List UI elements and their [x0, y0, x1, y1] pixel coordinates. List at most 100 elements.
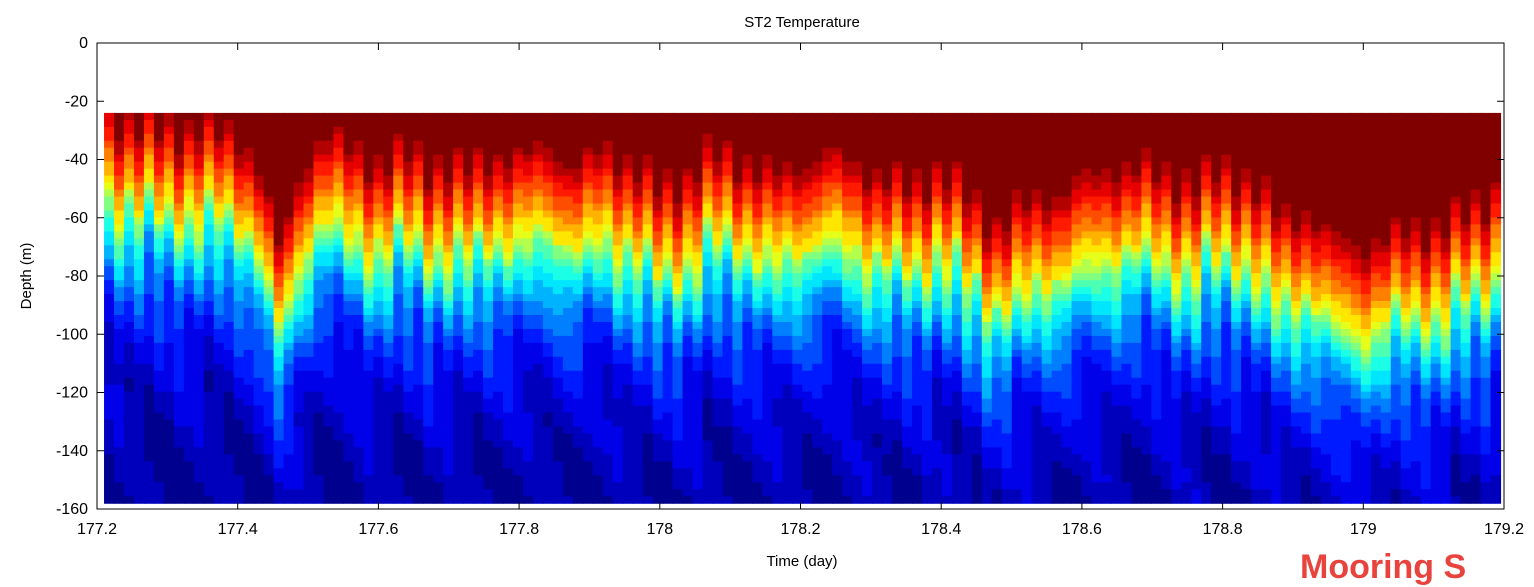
- heatmap-cell: [882, 119, 893, 128]
- heatmap-cell: [473, 342, 484, 351]
- heatmap-cell: [702, 266, 714, 274]
- heatmap-cell: [273, 363, 285, 372]
- heatmap-cell: [293, 147, 305, 156]
- heatmap-cell: [742, 419, 753, 428]
- heatmap-cell: [403, 370, 414, 379]
- heatmap-cell: [243, 308, 255, 316]
- heatmap-cell: [672, 294, 684, 302]
- heatmap-cell: [353, 468, 364, 476]
- heatmap-cell: [812, 468, 823, 476]
- heatmap-cell: [941, 412, 953, 421]
- heatmap-cell: [243, 140, 255, 149]
- heatmap-cell: [742, 447, 753, 455]
- heatmap-cell: [722, 133, 734, 142]
- heatmap-cell: [792, 112, 803, 121]
- heatmap-cell: [243, 126, 255, 135]
- heatmap-cell: [832, 363, 843, 372]
- heatmap-cell: [842, 280, 853, 288]
- heatmap-cell: [453, 482, 464, 490]
- heatmap-cell: [562, 161, 574, 170]
- heatmap-cell: [692, 384, 704, 393]
- heatmap-cell: [712, 489, 724, 497]
- heatmap-cell: [173, 231, 185, 239]
- heatmap-cell: [832, 238, 843, 246]
- heatmap-cell: [233, 154, 245, 163]
- heatmap-cell: [213, 363, 225, 372]
- heatmap-cell: [133, 119, 145, 128]
- heatmap-cell: [463, 210, 474, 219]
- heatmap-cell: [243, 461, 255, 469]
- heatmap-cell: [123, 154, 135, 163]
- heatmap-cell: [682, 356, 694, 365]
- heatmap-cell: [503, 119, 514, 128]
- heatmap-cell: [552, 391, 564, 400]
- heatmap-cell: [233, 489, 245, 497]
- heatmap-cell: [902, 231, 913, 239]
- heatmap-cell: [971, 203, 983, 212]
- heatmap-cell: [951, 377, 963, 386]
- heatmap-cell: [702, 412, 714, 421]
- heatmap-cell: [293, 280, 305, 288]
- heatmap-cell: [812, 363, 823, 372]
- heatmap-cell: [503, 342, 514, 351]
- heatmap-cell: [253, 196, 265, 205]
- heatmap-cell: [433, 440, 444, 449]
- heatmap-cell: [473, 126, 484, 135]
- heatmap-cell: [403, 496, 414, 504]
- heatmap-cell: [981, 245, 993, 253]
- heatmap-cell: [323, 294, 335, 302]
- heatmap-cell: [892, 231, 903, 239]
- heatmap-cell: [193, 245, 205, 253]
- heatmap-cell: [961, 482, 973, 490]
- heatmap-cell: [512, 419, 524, 428]
- heatmap-cell: [872, 496, 883, 504]
- heatmap-cell: [622, 384, 634, 393]
- heatmap-cell: [732, 266, 744, 274]
- heatmap-cell: [114, 140, 125, 149]
- heatmap-cell: [233, 287, 245, 295]
- heatmap-cell: [153, 356, 165, 365]
- heatmap-cell: [642, 391, 654, 400]
- heatmap-cell: [143, 245, 155, 253]
- heatmap-cell: [931, 238, 943, 246]
- heatmap-cell: [503, 294, 514, 302]
- heatmap-cell: [293, 168, 305, 177]
- heatmap-cell: [243, 273, 255, 281]
- heatmap-cell: [642, 189, 654, 198]
- heatmap-cell: [373, 447, 384, 455]
- heatmap-cell: [383, 224, 394, 232]
- heatmap-cell: [223, 328, 235, 337]
- heatmap-cell: [951, 384, 963, 393]
- heatmap-cell: [812, 168, 823, 177]
- heatmap-cell: [483, 335, 494, 344]
- heatmap-cell: [941, 398, 953, 407]
- heatmap-cell: [732, 273, 744, 281]
- heatmap-cell: [951, 154, 963, 163]
- heatmap-cell: [802, 168, 813, 177]
- heatmap-cell: [473, 294, 484, 302]
- heatmap-cell: [582, 196, 594, 205]
- heatmap-cell: [343, 238, 355, 246]
- heatmap-cell: [542, 140, 554, 149]
- heatmap-cell: [862, 308, 873, 316]
- heatmap-cell: [333, 273, 345, 281]
- heatmap-cell: [303, 454, 315, 462]
- heatmap-cell: [353, 489, 364, 497]
- heatmap-cell: [612, 342, 624, 351]
- heatmap-cell: [712, 119, 724, 128]
- heatmap-cell: [752, 112, 763, 121]
- heatmap-cell: [383, 342, 394, 351]
- heatmap-cell: [223, 363, 235, 372]
- heatmap-cell: [293, 419, 305, 428]
- heatmap-cell: [602, 496, 614, 504]
- heatmap-cell: [562, 259, 574, 267]
- heatmap-cell: [193, 342, 205, 351]
- heatmap-cell: [133, 321, 145, 330]
- heatmap-cell: [941, 321, 953, 330]
- heatmap-cell: [483, 196, 494, 205]
- heatmap-cell: [473, 196, 484, 205]
- heatmap-cell: [173, 259, 185, 267]
- heatmap-cell: [562, 440, 574, 449]
- heatmap-cell: [911, 168, 923, 177]
- heatmap-cell: [562, 182, 574, 191]
